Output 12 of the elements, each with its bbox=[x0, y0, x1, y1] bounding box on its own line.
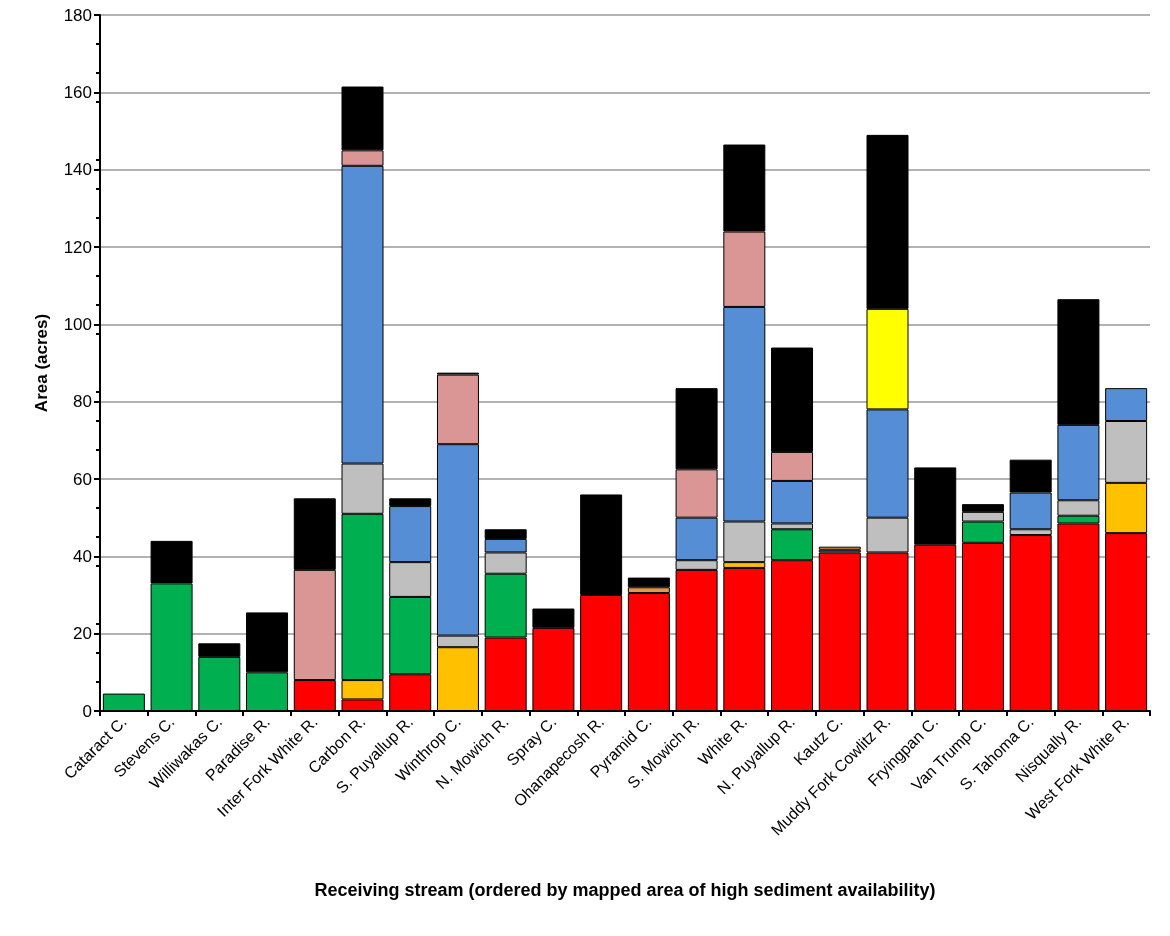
y-axis-title: Area (acres) bbox=[32, 313, 51, 413]
y-tick-label: 140 bbox=[63, 160, 92, 180]
y-tick-label: 80 bbox=[73, 392, 92, 412]
y-tick-label: 0 bbox=[82, 701, 92, 721]
x-axis-title: Receiving stream (ordered by mapped area of high sediment availability) bbox=[314, 880, 936, 900]
y-tick-label: 160 bbox=[63, 82, 92, 102]
y-tick-label: 180 bbox=[63, 5, 92, 25]
y-tick-label: 40 bbox=[73, 546, 92, 566]
y-tick-label: 120 bbox=[63, 237, 92, 257]
y-tick-label: 20 bbox=[73, 624, 92, 644]
y-tick-label: 60 bbox=[73, 469, 92, 489]
y-tick-label: 100 bbox=[63, 314, 92, 334]
